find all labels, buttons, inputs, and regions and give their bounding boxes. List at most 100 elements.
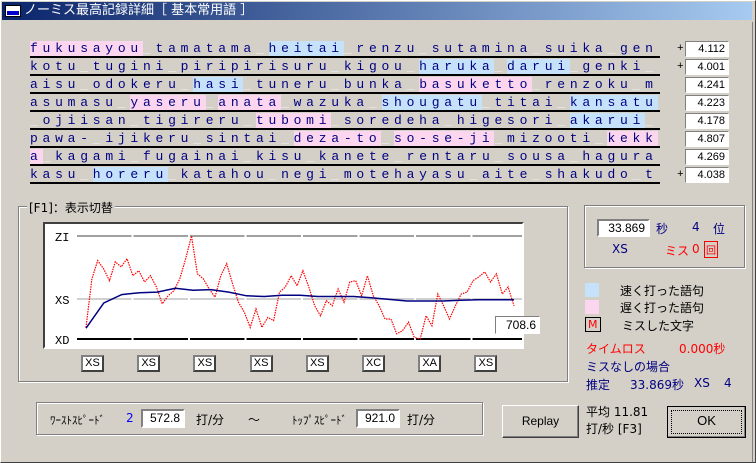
timeloss-value: 0.000秒 xyxy=(679,342,726,356)
segment-rank-button[interactable]: XA xyxy=(418,355,442,372)
space-marker: _ xyxy=(557,95,570,110)
space-marker: _ xyxy=(406,59,420,74)
word: kanete xyxy=(318,149,395,164)
segment-rank-button[interactable]: XS xyxy=(249,355,273,372)
top-speed-unit: 打/分 xyxy=(407,413,436,427)
space-marker: _ xyxy=(281,95,294,110)
space-marker: _ xyxy=(130,113,143,128)
slow-word: tubomi xyxy=(255,113,332,128)
word-row: pawa-_ijikeru_sintai_deza-to_so-se-ji_mi… xyxy=(30,130,729,148)
legend-fast: 速く打った語句 xyxy=(620,284,705,298)
segment-rank-button[interactable]: XC xyxy=(362,355,385,372)
space-marker: _ xyxy=(268,167,282,182)
worst-speed-unit: 打/分 xyxy=(196,413,225,427)
chart-group: [F1]：表示切替 xyxy=(18,199,568,382)
space-marker: _ xyxy=(130,149,143,164)
space-marker: _ xyxy=(607,41,621,56)
word: ojiisan xyxy=(42,113,131,128)
space-marker: _ xyxy=(306,149,319,164)
speed-group xyxy=(36,402,483,435)
space-marker: _ xyxy=(92,131,106,146)
space-marker: _ xyxy=(632,77,646,92)
replay-button[interactable]: Replay xyxy=(502,405,579,438)
word: gen xyxy=(620,41,658,56)
word: fugainai xyxy=(143,149,244,164)
word-row: kotu_tugini_piripirisuru_kigou_haruka_da… xyxy=(30,58,729,76)
word-row: a_kagami_fugainai_kisu_kanete_rentaru_so… xyxy=(30,148,729,166)
space-marker: _ xyxy=(331,59,344,74)
improved-marker: + xyxy=(677,61,684,73)
word: wazuka xyxy=(293,95,369,110)
word: renzoku xyxy=(544,77,633,92)
fast-swatch xyxy=(585,283,599,297)
space-marker: _ xyxy=(80,59,93,74)
slow-word: a xyxy=(30,149,43,164)
ok-button[interactable]: OK xyxy=(667,406,746,438)
app-icon xyxy=(5,5,21,17)
word: kisu xyxy=(255,149,307,164)
word: piripirisuru xyxy=(180,59,332,74)
word: motehayasu xyxy=(343,167,470,182)
word: sutamina xyxy=(431,41,533,56)
segment-rank-button[interactable]: XS xyxy=(474,355,498,372)
speed-chart[interactable]: XD XS ZI 708.6 xyxy=(43,222,540,349)
estimate-label: 推定 xyxy=(586,378,611,392)
word: tamatama xyxy=(155,41,256,56)
space-marker: _ xyxy=(645,113,658,128)
space-marker: _ xyxy=(180,77,194,92)
seconds-unit: 秒 xyxy=(656,222,669,236)
word: bunka xyxy=(343,77,407,92)
space-marker: _ xyxy=(281,131,294,146)
worst-speed-index: 2 xyxy=(126,411,134,425)
word: higesori xyxy=(456,113,558,128)
fast-word: kansatu xyxy=(569,95,658,110)
space-marker: _ xyxy=(569,59,583,74)
word-row: fukusayou_tamatama_heitai_renzu_sutamina… xyxy=(30,40,729,58)
improved-marker: + xyxy=(677,169,684,181)
miss-label: ミス xyxy=(665,244,690,258)
y-level-label: XD xyxy=(55,334,69,347)
estimate-rank: XS xyxy=(694,376,710,390)
fast-word: haruka xyxy=(419,59,495,74)
word: genki xyxy=(582,59,646,74)
word: hagura xyxy=(582,149,658,164)
space-marker: _ xyxy=(343,41,357,56)
space-marker: _ xyxy=(532,167,545,182)
fast-word: darui xyxy=(507,59,570,74)
word: suika xyxy=(544,41,608,56)
row-time: 4.269 xyxy=(685,149,729,165)
space-marker: _ xyxy=(394,149,407,164)
space-marker: _ xyxy=(557,113,570,128)
word: rentaru xyxy=(406,149,495,164)
segment-rank-button[interactable]: XS xyxy=(81,355,104,372)
improved-marker: + xyxy=(677,43,684,55)
space-marker: _ xyxy=(469,167,482,182)
space-marker: _ xyxy=(419,41,432,56)
worst-speed-label: ﾜｰｽﾄｽﾋﾟｰﾄﾞ xyxy=(50,414,105,427)
space-marker: _ xyxy=(532,77,545,92)
space-marker: _ xyxy=(569,149,583,164)
space-marker: _ xyxy=(481,95,495,110)
word-rows: fukusayou_tamatama_heitai_renzu_sutamina… xyxy=(30,40,729,184)
estimate-value: 33.869秒 xyxy=(630,378,684,392)
segment-rank-button[interactable]: XS xyxy=(193,355,217,372)
top-speed-label: ﾄｯﾌﾟｽﾋﾟｰﾄﾞ xyxy=(292,414,347,427)
space-marker: _ xyxy=(142,41,156,56)
worst-speed-field[interactable]: 572.8 xyxy=(141,409,185,428)
word-row: aisu_odokeru_hasi_tuneru_bunka_basuketto… xyxy=(30,76,729,94)
word-row: asumasu_yaseru_anata_wazuka_shougatu_tit… xyxy=(30,94,729,112)
space-marker: _ xyxy=(193,131,206,146)
segment-rank-button[interactable]: XS xyxy=(305,355,329,372)
segment-rank-button[interactable]: XS xyxy=(137,355,161,372)
chart-readout: 708.6 xyxy=(495,316,540,334)
slow-word: basuketto xyxy=(419,77,533,92)
word: sintai xyxy=(205,131,282,146)
average-series-line xyxy=(85,287,514,329)
top-speed-field[interactable]: 921.0 xyxy=(356,409,400,428)
average-speed: 平均 11.81 xyxy=(586,405,649,419)
space-marker: _ xyxy=(494,59,508,74)
space-marker: _ xyxy=(117,95,131,110)
slow-word: deza-to xyxy=(293,131,382,146)
word: negi xyxy=(281,167,332,182)
space-marker: _ xyxy=(243,149,256,164)
